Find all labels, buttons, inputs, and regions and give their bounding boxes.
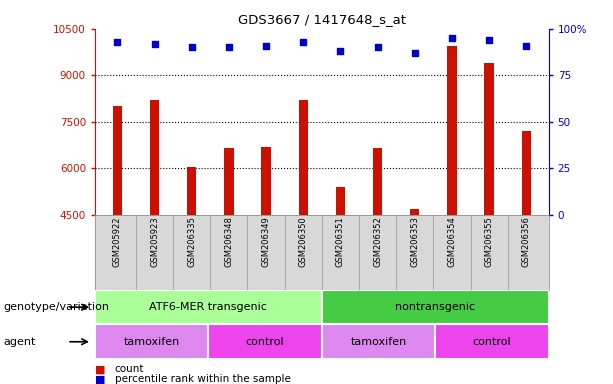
Point bbox=[187, 44, 197, 50]
Text: GSM206352: GSM206352 bbox=[373, 217, 382, 267]
Bar bbox=[447, 46, 457, 215]
Title: GDS3667 / 1417648_s_at: GDS3667 / 1417648_s_at bbox=[238, 13, 406, 26]
Text: GSM206350: GSM206350 bbox=[299, 217, 308, 267]
Point bbox=[447, 35, 457, 41]
Bar bbox=[336, 187, 345, 215]
Text: GSM206356: GSM206356 bbox=[522, 217, 531, 267]
Text: GSM206351: GSM206351 bbox=[336, 217, 345, 267]
Bar bbox=[322, 324, 435, 359]
Text: control: control bbox=[246, 337, 284, 347]
Bar bbox=[224, 148, 234, 215]
Bar bbox=[187, 167, 196, 215]
Text: GSM206353: GSM206353 bbox=[410, 217, 419, 267]
Text: GSM206355: GSM206355 bbox=[485, 217, 493, 267]
Bar bbox=[435, 324, 549, 359]
Bar bbox=[410, 209, 419, 215]
Bar bbox=[522, 131, 531, 215]
Text: tamoxifen: tamoxifen bbox=[124, 337, 180, 347]
Text: GSM206348: GSM206348 bbox=[224, 217, 234, 267]
Bar bbox=[299, 100, 308, 215]
Point bbox=[261, 43, 271, 49]
Bar bbox=[95, 290, 322, 324]
Text: GSM205922: GSM205922 bbox=[113, 217, 122, 267]
Bar bbox=[95, 324, 208, 359]
Text: control: control bbox=[473, 337, 511, 347]
Point bbox=[410, 50, 420, 56]
Bar bbox=[208, 324, 322, 359]
Bar bbox=[113, 106, 122, 215]
Text: GSM206354: GSM206354 bbox=[447, 217, 457, 267]
Bar bbox=[484, 63, 494, 215]
Bar bbox=[150, 100, 159, 215]
Text: nontransgenic: nontransgenic bbox=[395, 302, 475, 312]
Point bbox=[224, 44, 234, 50]
Text: count: count bbox=[115, 364, 144, 374]
Text: genotype/variation: genotype/variation bbox=[3, 302, 109, 312]
Bar bbox=[322, 290, 549, 324]
Bar bbox=[261, 147, 271, 215]
Text: ■: ■ bbox=[95, 374, 105, 384]
Text: GSM205923: GSM205923 bbox=[150, 217, 159, 267]
Point bbox=[484, 37, 494, 43]
Text: percentile rank within the sample: percentile rank within the sample bbox=[115, 374, 291, 384]
Text: GSM206335: GSM206335 bbox=[187, 217, 196, 267]
Text: GSM206349: GSM206349 bbox=[262, 217, 270, 267]
Text: ■: ■ bbox=[95, 364, 105, 374]
Point bbox=[299, 39, 308, 45]
Point bbox=[335, 48, 345, 54]
Point bbox=[522, 43, 531, 49]
Text: agent: agent bbox=[3, 337, 36, 347]
Text: ATF6-MER transgenic: ATF6-MER transgenic bbox=[150, 302, 267, 312]
Text: tamoxifen: tamoxifen bbox=[351, 337, 406, 347]
Bar bbox=[373, 148, 383, 215]
Point bbox=[112, 39, 122, 45]
Point bbox=[373, 44, 383, 50]
Point bbox=[150, 41, 159, 47]
